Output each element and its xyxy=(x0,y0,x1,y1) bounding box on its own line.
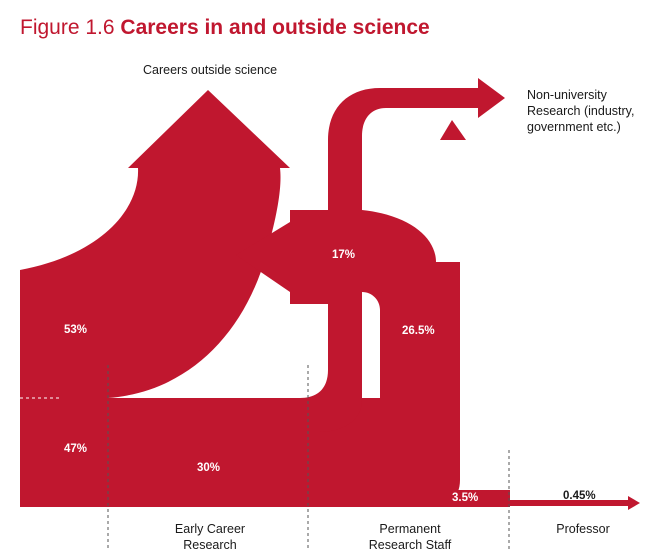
pct-30: 30% xyxy=(197,462,221,474)
label-non-university: Non-university Research (industry, gover… xyxy=(527,88,635,134)
stage-permanent: Permanent Research Staff xyxy=(368,522,452,552)
label-careers-outside: Careers outside science xyxy=(143,63,278,77)
pct-0-45: 0.45% xyxy=(563,490,596,502)
figure-title: Figure 1.6 Careers in and outside scienc… xyxy=(20,14,430,42)
left-arrow xyxy=(236,210,362,304)
permanent-staff-hump xyxy=(362,120,466,507)
professor-arrow xyxy=(510,496,640,510)
pct-47: 47% xyxy=(64,443,88,455)
pct-53: 53% xyxy=(64,324,88,336)
pct-17: 17% xyxy=(332,249,356,261)
outside-science-arrow xyxy=(20,90,290,398)
figure-heading: Careers in and outside science xyxy=(120,16,430,39)
pct-3-5: 3.5% xyxy=(452,492,479,504)
pct-26-5: 26.5% xyxy=(402,325,435,337)
figure-number: Figure 1.6 xyxy=(20,16,115,39)
stage-early-career: Early Career Research xyxy=(174,522,246,552)
stage-professor: Professor xyxy=(556,522,610,536)
